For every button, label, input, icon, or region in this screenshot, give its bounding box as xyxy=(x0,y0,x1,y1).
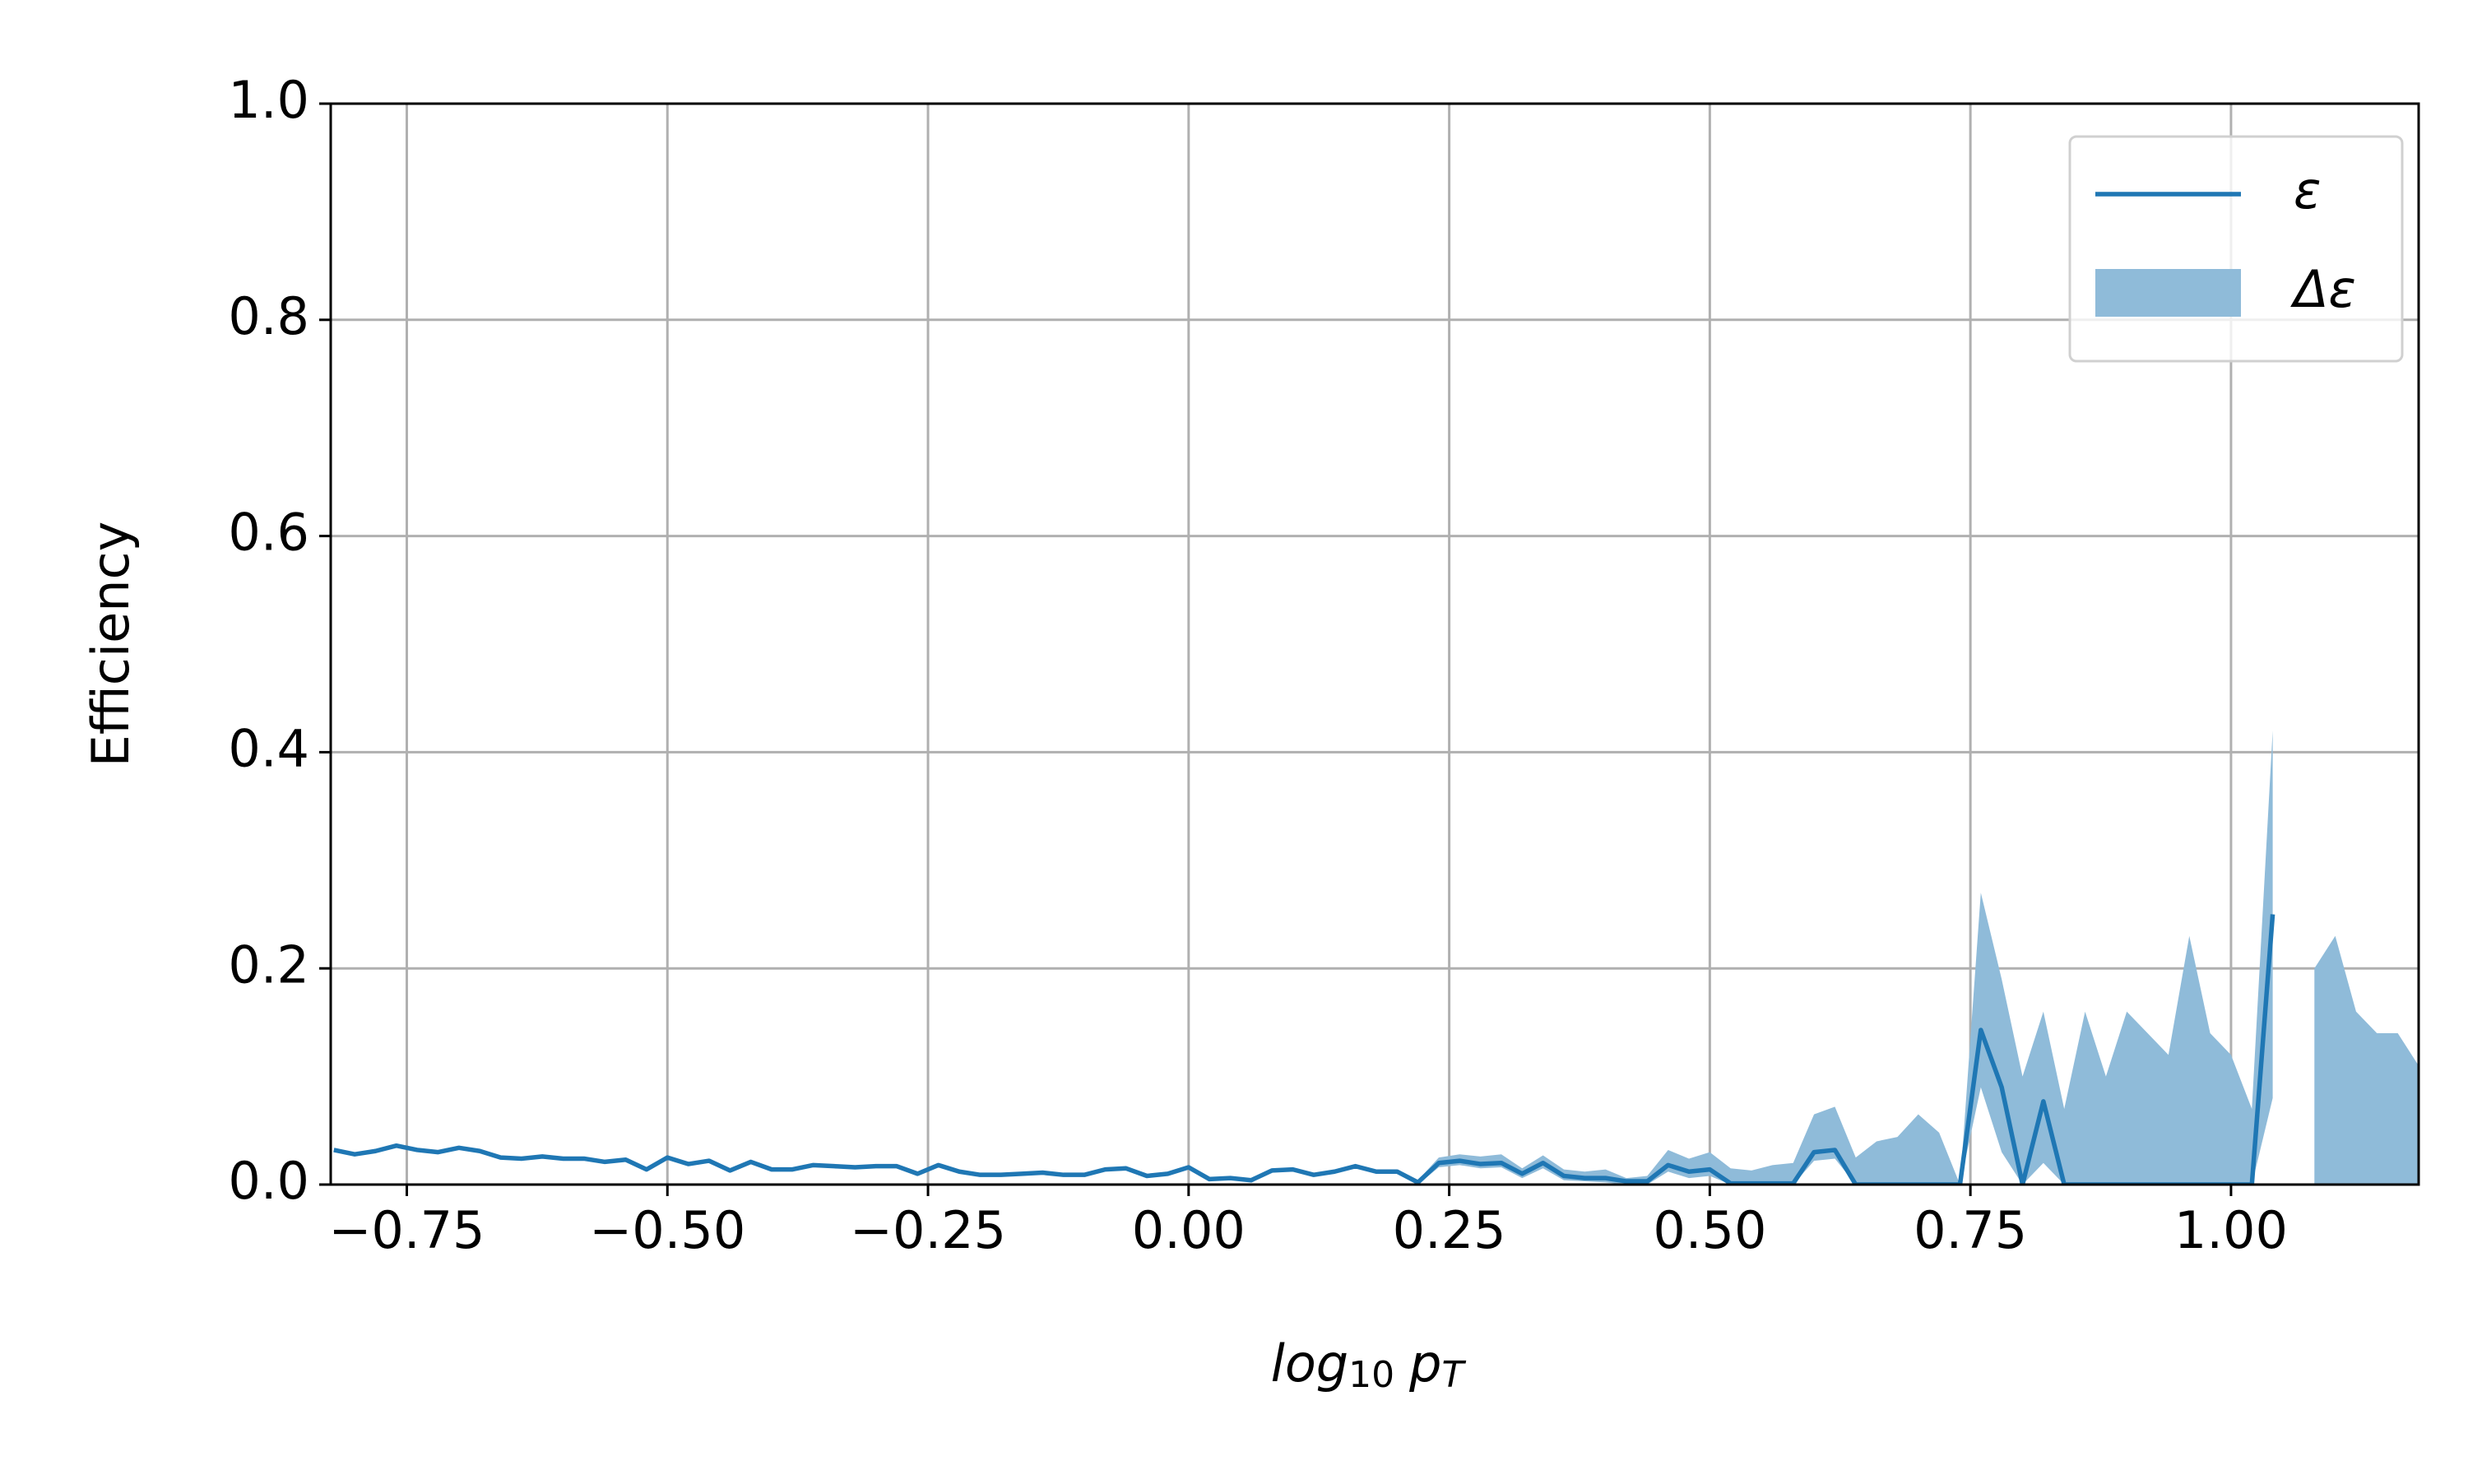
y-tick-label: 0.4 xyxy=(228,718,309,778)
x-label-part: p xyxy=(1408,1333,1441,1394)
x-axis-label: log10 pT xyxy=(1271,1333,1467,1396)
error-band xyxy=(1417,730,2273,1185)
y-axis-label: Efficiency xyxy=(81,522,141,768)
y-tick-label: 0.6 xyxy=(228,503,309,563)
y-tick-label: 0.8 xyxy=(228,286,309,346)
x-tick-label: −0.25 xyxy=(850,1200,1006,1260)
y-tick-label: 0.2 xyxy=(228,934,309,995)
legend-label: Δε xyxy=(2290,259,2356,319)
x-tick-label: 1.00 xyxy=(2174,1200,2288,1260)
x-tick-label: 0.00 xyxy=(1132,1200,1246,1260)
x-tick-label: −0.75 xyxy=(328,1200,485,1260)
y-tick-label: 0.0 xyxy=(228,1151,309,1211)
x-tick-label: 0.75 xyxy=(1914,1200,2027,1260)
legend-swatch xyxy=(2095,269,2241,317)
x-label-sub: T xyxy=(1441,1354,1466,1396)
x-label-part: log xyxy=(1271,1333,1349,1394)
legend-label: ε xyxy=(2294,160,2322,220)
y-tick-label: 1.0 xyxy=(228,70,309,130)
efficiency-line xyxy=(333,914,2275,1185)
x-tick-label: 0.25 xyxy=(1393,1200,1506,1260)
x-tick-label: 0.50 xyxy=(1653,1200,1766,1260)
legend-box xyxy=(2068,135,2404,363)
plot-frame xyxy=(329,102,2420,1186)
x-label-sub: 10 xyxy=(1348,1354,1394,1396)
error-band xyxy=(2314,935,2419,1185)
plot-area xyxy=(333,730,2419,1185)
x-tick-label: −0.50 xyxy=(589,1200,745,1260)
